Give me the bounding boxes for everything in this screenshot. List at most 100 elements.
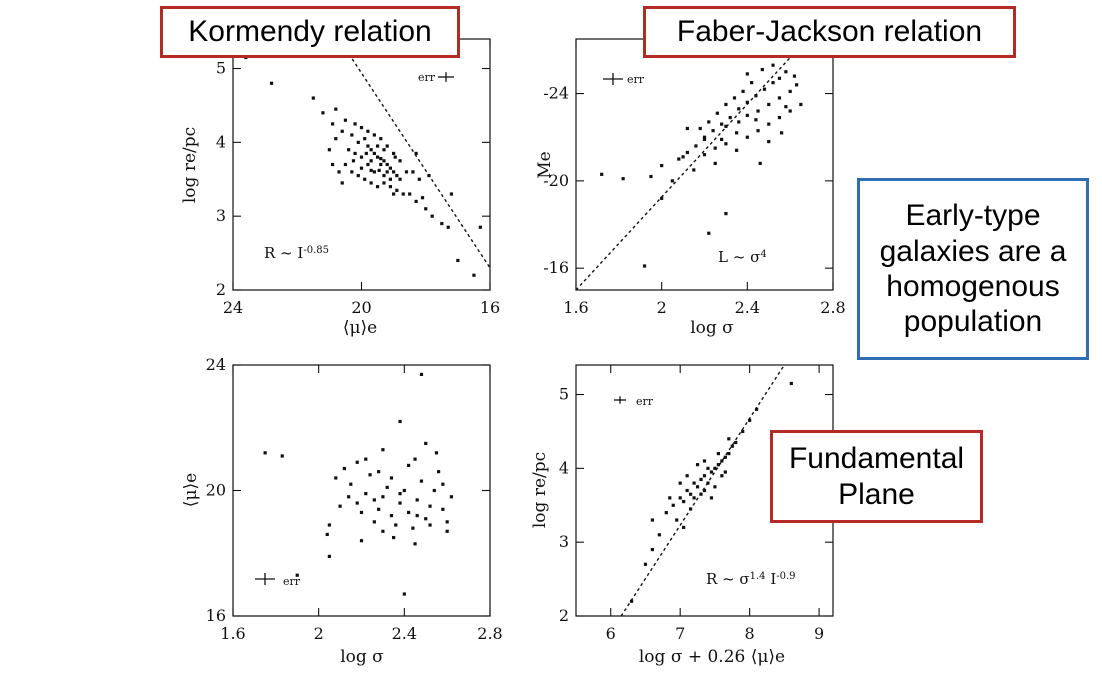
data-point [428, 504, 432, 508]
data-point [702, 488, 707, 493]
x-axis-label: log σ [340, 647, 384, 667]
data-point [401, 192, 405, 196]
data-point [720, 474, 724, 478]
data-point [359, 166, 364, 170]
data-point [713, 161, 717, 166]
data-point [424, 207, 428, 211]
data-point [364, 457, 368, 461]
data-point [695, 485, 700, 489]
data-point [398, 492, 402, 496]
data-point [415, 514, 419, 518]
data-point [359, 539, 364, 543]
fundamental-plane-callout-line-2: Plane [838, 477, 915, 511]
error-label: err [418, 71, 436, 84]
data-point [395, 173, 399, 178]
data-point [660, 163, 664, 168]
x-tick-label: 16 [480, 298, 500, 317]
data-point [780, 131, 784, 135]
y-axis-label: Me [535, 151, 555, 178]
data-point [343, 118, 348, 122]
y-tick-label: 3 [559, 532, 569, 551]
data-point [379, 162, 383, 167]
early-type-callout-line-1: Early-type [905, 199, 1041, 233]
data-point [732, 96, 737, 100]
data-point [366, 162, 370, 167]
data-point [788, 89, 792, 93]
y-tick-label: 2 [559, 606, 569, 625]
data-point [392, 170, 396, 174]
data-point [713, 466, 717, 470]
data-point [340, 181, 344, 185]
data-point [385, 162, 389, 167]
data-point [682, 525, 686, 530]
data-point [689, 507, 693, 511]
data-point [381, 495, 385, 499]
data-point [379, 137, 383, 141]
data-point [692, 496, 696, 500]
fit-line [338, 38, 491, 269]
data-point [650, 547, 655, 552]
data-point [355, 460, 359, 464]
data-point [767, 122, 771, 126]
data-point [745, 113, 749, 117]
data-point [699, 492, 703, 496]
y-tick-label: 5 [559, 385, 569, 404]
data-point [649, 174, 653, 179]
data-point [760, 67, 764, 72]
data-point [402, 488, 406, 493]
faber-jackson-panel: 1.6 2 2.4 2.8 -16 -20 -24 log σ Me err L ~ σ4 [535, 38, 846, 338]
x-tick-label: 1.6 [220, 624, 245, 643]
data-point [411, 170, 415, 174]
data-point [702, 137, 707, 141]
data-point [385, 170, 389, 174]
data-point [366, 144, 370, 148]
x-axis-label: ⟨μ⟩e [343, 318, 377, 338]
data-point [359, 155, 364, 159]
x-tick-label: 8 [745, 624, 755, 643]
data-point [411, 526, 415, 530]
data-point [745, 100, 749, 104]
data-point [692, 168, 696, 172]
data-point [720, 122, 724, 126]
data-point [678, 496, 682, 500]
data-point [685, 488, 689, 493]
data-point [432, 488, 436, 493]
data-point [789, 381, 793, 386]
data-point [353, 122, 357, 126]
kormendy-callout: Kormendy relation [160, 6, 460, 58]
data-point [363, 137, 367, 141]
data-point [327, 554, 331, 558]
data-point [741, 429, 745, 434]
data-point [685, 126, 689, 131]
y-tick-label: 5 [216, 59, 226, 78]
data-point [350, 170, 354, 174]
data-point [445, 520, 449, 524]
data-point [424, 441, 428, 446]
data-point [734, 440, 738, 445]
data-point [382, 159, 386, 163]
data-point [334, 137, 338, 141]
data-point [392, 151, 396, 156]
data-point [311, 96, 315, 100]
data-point [385, 144, 389, 148]
data-point [750, 81, 754, 85]
x-tick-label: 7 [675, 624, 685, 643]
y-tick-label: 4 [216, 132, 226, 151]
data-point [369, 159, 373, 163]
data-point [369, 181, 373, 185]
data-point [340, 129, 344, 133]
data-point [456, 258, 460, 263]
data-point [350, 133, 354, 137]
data-point [334, 476, 338, 480]
data-point [382, 181, 386, 185]
data-point [728, 115, 732, 120]
data-point [381, 529, 385, 533]
data-point [449, 495, 454, 499]
data-point [372, 151, 376, 156]
data-point [727, 437, 731, 441]
data-point [351, 159, 356, 163]
data-point [735, 148, 739, 152]
data-point [737, 107, 741, 111]
data-point [382, 148, 386, 152]
fit-line [620, 364, 785, 617]
